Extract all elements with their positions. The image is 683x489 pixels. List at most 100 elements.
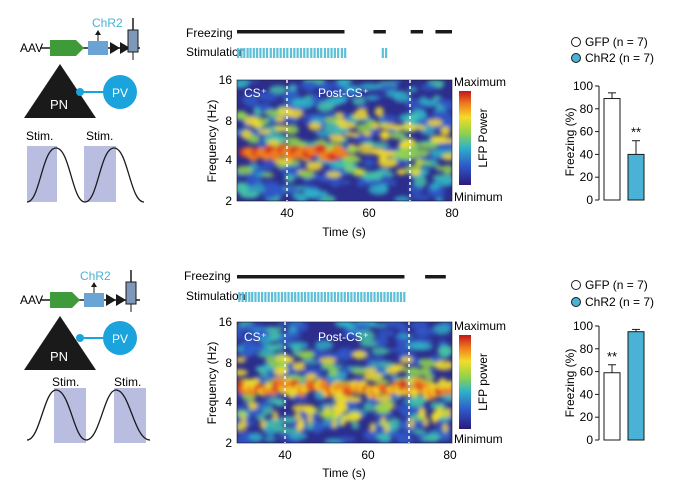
stim-tick <box>381 48 384 58</box>
y-tick: 16 <box>219 315 233 329</box>
stim-tick <box>306 48 309 58</box>
stim-phase-diagram-b: Stim. Stim. <box>26 375 151 443</box>
pn-neuron-icon <box>24 316 96 370</box>
stim-tick <box>330 48 333 58</box>
colorbar-title: LFP Power <box>476 108 490 167</box>
stimulation-label: Stimulation <box>186 289 245 303</box>
stim-tick <box>383 292 386 302</box>
stim-tick <box>249 48 252 58</box>
x-tick: 80 <box>445 206 459 220</box>
cs-label: CS⁺ <box>244 86 267 100</box>
stim-tick <box>254 292 257 302</box>
stim-tick <box>323 292 327 302</box>
y-tick: 0 <box>586 193 593 207</box>
stim-tick <box>344 48 347 58</box>
stim-tick <box>240 48 243 58</box>
stim-tick <box>310 48 313 58</box>
stim-tick <box>363 292 366 302</box>
stim-tick <box>317 292 320 302</box>
stim-tick <box>274 292 277 302</box>
stim-tick <box>244 292 248 302</box>
stim-tick <box>340 292 343 302</box>
bar-chr2 <box>627 331 645 441</box>
stim-tick <box>280 292 284 302</box>
stim-tick <box>356 292 360 302</box>
bar-gfp <box>603 98 621 201</box>
x-tick: 60 <box>361 448 375 462</box>
stim-tick <box>393 292 396 302</box>
legend-chr2: ChR2 (n = 7) <box>585 295 654 309</box>
stim-tick <box>282 48 286 58</box>
legend-gfp-marker <box>571 280 581 290</box>
y-tick: 0 <box>586 433 593 447</box>
stim-tick <box>330 292 333 302</box>
stim-tick <box>238 292 241 302</box>
y-tick: 60 <box>580 365 594 379</box>
stim-tick <box>294 292 297 302</box>
freezing-label: Freezing <box>184 269 231 283</box>
y-tick: 2 <box>225 194 232 208</box>
y-tick: 80 <box>580 342 594 356</box>
stim-tick <box>320 292 323 302</box>
stim-tick <box>243 48 246 58</box>
stim-tick <box>389 292 393 302</box>
y-tick: 8 <box>225 114 232 128</box>
stim-tick <box>370 292 373 302</box>
y-axis-label: Frequency (Hz) <box>205 342 219 425</box>
aav-label: AAV <box>20 293 43 307</box>
significance-marker: ** <box>607 349 617 364</box>
stim-tick <box>343 292 346 302</box>
colorbar-title: LFP power <box>476 353 490 411</box>
stim-tick <box>251 292 254 302</box>
stim-tick <box>287 292 290 302</box>
y-axis-label: Freezing (%) <box>563 108 577 177</box>
legend-gfp: GFP (n = 7) <box>585 35 648 49</box>
legend-chr2: ChR2 (n = 7) <box>585 51 654 65</box>
freezing-bouts-a <box>237 30 452 34</box>
panel-a: AAV ChR2 PN PV Stim. St <box>20 16 654 239</box>
stim-tick <box>248 292 251 302</box>
stim-tick <box>241 292 244 302</box>
stim-tick <box>323 48 327 58</box>
y-tick: 40 <box>580 387 594 401</box>
legend-chr2-marker <box>571 297 581 307</box>
y-axis-label: Frequency (Hz) <box>205 100 219 183</box>
freezing-bout <box>237 30 345 34</box>
x-tick: 80 <box>443 448 457 462</box>
stim-tick <box>252 48 255 58</box>
stim-tick <box>327 48 330 58</box>
sine-wave <box>26 147 145 203</box>
stim-tick <box>260 292 264 302</box>
stim-tick <box>300 292 303 302</box>
stim-tick <box>350 292 353 302</box>
stim-tick <box>276 48 279 58</box>
x-axis-label: Time (s) <box>322 225 366 239</box>
y-tick: 60 <box>580 125 594 139</box>
x-axis-label: Time (s) <box>322 466 366 480</box>
spectrogram-a: CS⁺ Post-CS⁺ 16 8 4 2 40 60 80 Time (s) … <box>205 73 506 239</box>
stim-tick <box>269 48 272 58</box>
construct-diagram-a: AAV ChR2 PN PV <box>20 16 140 118</box>
colorbar-max: Maximum <box>454 75 506 89</box>
stim-tick <box>299 48 303 58</box>
pv-label: PV <box>112 332 128 346</box>
pn-label: PN <box>50 97 68 112</box>
stimulation-ticks-a <box>237 48 388 58</box>
y-tick: 16 <box>219 73 233 87</box>
stim-label: Stim. <box>114 375 141 389</box>
stim-tick <box>310 292 313 302</box>
post-cs-label: Post-CS⁺ <box>318 330 369 344</box>
pn-neuron-icon <box>24 64 96 118</box>
pn-label: PN <box>50 349 68 364</box>
promoter-arrow-icon <box>50 292 80 308</box>
sine-wave <box>26 389 151 441</box>
spectrogram-b: CS⁺ Post-CS⁺ 16 8 4 2 40 60 80 Time (s) … <box>205 315 506 480</box>
cs-label: CS⁺ <box>244 330 267 344</box>
stim-tick <box>290 292 293 302</box>
freezing-bout <box>435 30 452 34</box>
stim-tick <box>316 48 319 58</box>
colorbar-min: Minimum <box>454 432 503 446</box>
y-tick: 80 <box>580 102 594 116</box>
freezing-label: Freezing <box>186 26 233 40</box>
pv-neuron-icon <box>103 321 137 355</box>
